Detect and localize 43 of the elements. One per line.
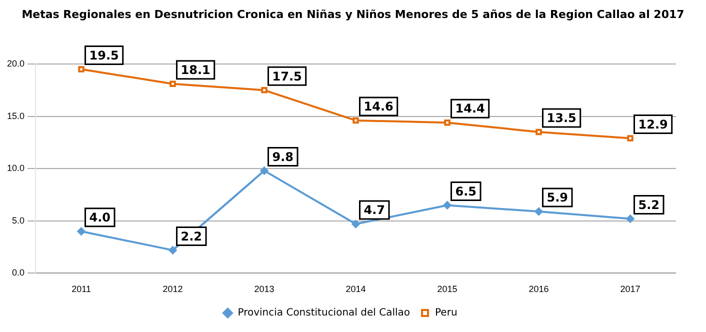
point: [534, 207, 543, 216]
legend-label: Provincia Constitucional del Callao: [238, 308, 410, 319]
data-label: 2.2: [180, 229, 202, 244]
y-tick-label: 5.0: [12, 215, 25, 226]
point: [168, 246, 177, 254]
point: [443, 201, 452, 210]
point: [626, 214, 634, 223]
data-label: 4.0: [89, 210, 111, 224]
y-tick-label: 20.0: [6, 58, 25, 68]
data-label: 6.5: [455, 184, 477, 198]
data-label: 14.4: [455, 102, 485, 116]
data-label: 12.9: [638, 117, 668, 132]
data-label: 18.1: [180, 63, 210, 77]
data-label: 14.6: [364, 100, 394, 114]
x-tick-label: 2015: [437, 284, 458, 294]
y-tick-label: 0.0: [12, 268, 25, 278]
y-tick-label: 10.0: [6, 163, 25, 174]
point: [627, 135, 634, 142]
point: [77, 227, 86, 236]
x-tick-label: 2013: [254, 284, 274, 294]
point: [261, 87, 268, 94]
data-label: 19.5: [89, 48, 119, 62]
x-tick-label: 2016: [528, 284, 549, 294]
x-tick-label: 2011: [72, 284, 91, 294]
data-label: 4.7: [364, 203, 386, 218]
point: [444, 119, 450, 126]
legend-label: Peru: [435, 308, 458, 319]
point: [352, 117, 359, 124]
data-label: 5.9: [546, 190, 568, 205]
y-tick-label: 15.0: [6, 110, 25, 121]
point: [260, 166, 268, 175]
x-tick-label: 2012: [162, 284, 183, 294]
x-tick-label: 2014: [346, 284, 366, 294]
x-tick-label: 2017: [620, 284, 640, 294]
point: [78, 66, 84, 72]
data-label: 9.8: [272, 150, 294, 164]
point: [536, 128, 542, 136]
data-label: 5.2: [638, 198, 660, 212]
chart-title: Metas Regionales en Desnutricion Cronica en Niñas y Niños Menores de 5 años de la Region Callao al 2017: [20, 7, 686, 23]
data-label: 13.5: [546, 111, 576, 126]
data-label: 17.5: [272, 69, 302, 84]
point: [170, 80, 176, 87]
point: [352, 220, 360, 228]
